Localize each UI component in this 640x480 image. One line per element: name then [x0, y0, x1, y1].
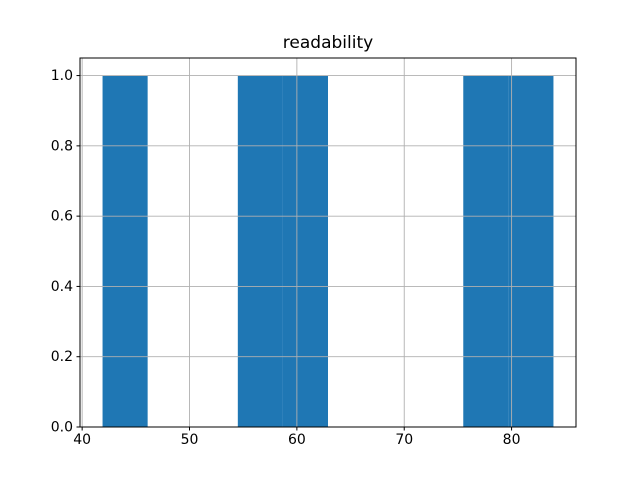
y-tick-label: 1.0: [51, 68, 73, 84]
histogram-bar: [508, 75, 554, 427]
y-tick-label: 0.8: [51, 138, 73, 154]
plot-border: [79, 57, 577, 428]
histogram-bar: [282, 75, 328, 427]
x-tick-label: 40: [73, 432, 91, 448]
histogram-bar: [237, 75, 283, 427]
y-tick-label: 0.4: [51, 279, 73, 295]
y-tick-label: 0.0: [51, 420, 73, 436]
x-tick-label: 80: [503, 432, 521, 448]
histogram-bar: [463, 75, 509, 427]
histogram-bar: [102, 75, 148, 427]
x-tick-label: 70: [395, 432, 413, 448]
y-tick-label: 0.6: [51, 209, 73, 225]
chart-title: readability: [282, 33, 374, 53]
x-tick-label: 60: [288, 432, 306, 448]
y-tick-label: 0.2: [51, 349, 73, 365]
x-tick-label: 50: [181, 432, 199, 448]
